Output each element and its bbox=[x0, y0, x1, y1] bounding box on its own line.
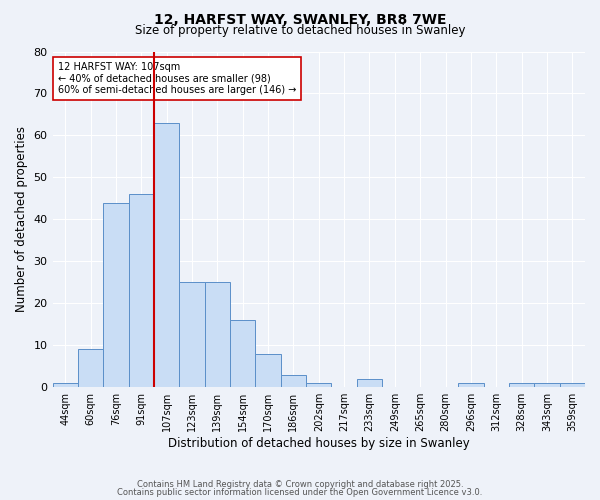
Bar bbox=[78, 350, 103, 387]
X-axis label: Distribution of detached houses by size in Swanley: Distribution of detached houses by size … bbox=[168, 437, 470, 450]
Text: 12 HARFST WAY: 107sqm
← 40% of detached houses are smaller (98)
60% of semi-deta: 12 HARFST WAY: 107sqm ← 40% of detached … bbox=[58, 62, 296, 95]
Text: 12, HARFST WAY, SWANLEY, BR8 7WE: 12, HARFST WAY, SWANLEY, BR8 7WE bbox=[154, 12, 446, 26]
Bar bbox=[103, 202, 128, 387]
Bar bbox=[534, 383, 560, 387]
Text: Size of property relative to detached houses in Swanley: Size of property relative to detached ho… bbox=[135, 24, 465, 37]
Bar bbox=[458, 383, 484, 387]
Bar bbox=[179, 282, 205, 387]
Bar bbox=[256, 354, 281, 387]
Bar bbox=[53, 383, 78, 387]
Bar bbox=[357, 379, 382, 387]
Bar bbox=[205, 282, 230, 387]
Bar bbox=[306, 383, 331, 387]
Bar bbox=[509, 383, 534, 387]
Bar bbox=[128, 194, 154, 387]
Bar bbox=[230, 320, 256, 387]
Bar bbox=[281, 374, 306, 387]
Text: Contains HM Land Registry data © Crown copyright and database right 2025.: Contains HM Land Registry data © Crown c… bbox=[137, 480, 463, 489]
Text: Contains public sector information licensed under the Open Government Licence v3: Contains public sector information licen… bbox=[118, 488, 482, 497]
Bar bbox=[154, 123, 179, 387]
Bar bbox=[560, 383, 585, 387]
Y-axis label: Number of detached properties: Number of detached properties bbox=[15, 126, 28, 312]
